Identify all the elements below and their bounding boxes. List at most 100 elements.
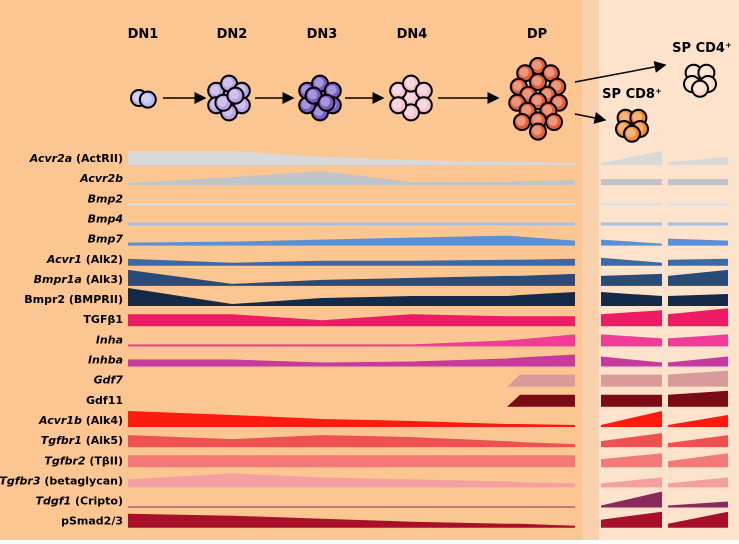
- cell: [529, 122, 547, 141]
- stage-label: DN1: [128, 27, 159, 42]
- expression-band-cd4: [668, 258, 728, 266]
- expression-band-cd8: [601, 203, 662, 206]
- expression-band: [128, 171, 575, 186]
- expression-band: [128, 513, 575, 528]
- periphery-panel: [599, 0, 739, 540]
- gene-name: pSmad2/3: [61, 515, 123, 528]
- gene-label: Bmpr1a (Alk3): [34, 273, 123, 286]
- expression-band-cd4: [668, 390, 728, 407]
- gene-alias: (Alk4): [82, 414, 123, 427]
- stage-label: DN2: [217, 27, 248, 42]
- expression-band-cd4: [668, 157, 728, 165]
- cell-nucleus: [217, 97, 228, 107]
- expression-band-cd8: [601, 179, 662, 186]
- gene-alias: (TβII): [86, 454, 123, 467]
- expression-band: [128, 473, 575, 488]
- gene-name: Acvr1: [46, 253, 82, 266]
- expression-band-cd8: [601, 292, 662, 307]
- gene-name: Tgfbr1: [41, 434, 82, 447]
- cell-nucleus: [142, 93, 152, 104]
- cell-nucleus: [405, 106, 415, 117]
- expression-band: [128, 435, 575, 448]
- cell-nucleus: [532, 114, 542, 125]
- cell-nucleus: [210, 85, 220, 95]
- gene-label: Inha: [96, 333, 123, 346]
- gene-name: Tgfbr2: [44, 454, 85, 467]
- gene-alias: (Cripto): [71, 495, 123, 508]
- gene-name: Bmp2: [88, 192, 124, 205]
- cell-nucleus: [551, 81, 561, 91]
- gene-label: Bmpr2 (BMPRII): [24, 293, 123, 306]
- gene-name: Inhba: [88, 354, 123, 367]
- expression-band: [128, 235, 575, 246]
- expression-bands: [128, 151, 728, 528]
- cell-nucleus: [307, 89, 318, 100]
- cell-nucleus: [392, 99, 403, 109]
- stage-label: DN3: [307, 27, 338, 42]
- cell-nucleus: [548, 116, 558, 126]
- cell-nucleus: [405, 77, 415, 88]
- expression-band-cd8: [601, 151, 662, 165]
- expression-band-cd8: [601, 394, 662, 407]
- gene-name: Tgfbr3: [0, 474, 41, 487]
- stage-label: SP CD4⁺: [672, 41, 732, 56]
- expression-band-cd4: [668, 370, 728, 387]
- expression-band-cd4: [668, 294, 728, 307]
- expression-band-cd8: [601, 453, 662, 468]
- expression-band: [128, 151, 575, 165]
- gene-alias: (Alk5): [82, 434, 123, 447]
- gene-labels: Acvr2a (ActRII) Acvr2b Bmp2 Bmp4 Bmp7 Acvr1 (…: [0, 152, 123, 528]
- cell-nucleus: [521, 105, 532, 115]
- expression-band-cd4: [668, 356, 728, 367]
- gene-alias: (BMPRII): [65, 293, 123, 306]
- gene-alias: (Alk3): [82, 273, 123, 286]
- cell-nucleus: [700, 67, 711, 77]
- cells: [130, 57, 717, 143]
- stage-label: SP CD8⁺: [602, 87, 662, 102]
- gene-label: Tdgf1 (Cripto): [35, 495, 123, 508]
- gene-label: pSmad2/3: [61, 515, 123, 528]
- gene-label: Bmp2: [88, 192, 124, 205]
- expression-band-cd4: [668, 308, 728, 327]
- expression-band-cd8: [601, 356, 662, 367]
- gene-label: Bmp7: [88, 233, 124, 246]
- gene-label: Tgfbr3 (betaglycan): [0, 474, 123, 487]
- cell-nucleus: [229, 89, 240, 100]
- gene-name: Inha: [96, 333, 123, 346]
- expression-band-cd4: [668, 222, 728, 226]
- cell: [691, 79, 709, 98]
- cell-nucleus: [223, 77, 233, 88]
- expression-band-cd8: [601, 273, 662, 286]
- expression-band-cd8: [601, 511, 662, 528]
- expression-band: [128, 374, 575, 387]
- cell-nucleus: [532, 60, 542, 70]
- gene-label: Tgfbr1 (Alk5): [41, 434, 123, 447]
- cell-nucleus: [626, 128, 636, 138]
- gene-alias: (betaglycan): [41, 474, 124, 487]
- divider: [582, 0, 599, 540]
- stage-label: DN4: [397, 27, 428, 42]
- gene-label: Acvr1b (Alk4): [38, 414, 123, 427]
- gene-label: Gdf11: [86, 394, 123, 407]
- gene-label: Acvr2a (ActRII): [29, 152, 123, 165]
- expression-band-cd4: [668, 203, 728, 206]
- expression-band: [128, 394, 575, 407]
- gene-name: Bmpr2: [24, 293, 65, 306]
- expression-band-cd8: [601, 257, 662, 266]
- gene-label: Acvr2b: [79, 172, 123, 185]
- cell-nucleus: [545, 67, 555, 77]
- expression-band-cd4: [668, 501, 728, 508]
- cell-nucleus: [511, 97, 521, 107]
- cell-nucleus: [553, 97, 563, 107]
- stage-label: DP: [527, 27, 547, 42]
- gene-label: TGFβ1: [83, 313, 123, 326]
- cell: [529, 73, 547, 91]
- arrows: [163, 61, 667, 124]
- cell-nucleus: [532, 76, 542, 86]
- cell-nucleus: [405, 92, 415, 102]
- expression-band: [128, 506, 575, 508]
- expression-band-cd4: [668, 453, 728, 468]
- cell-nucleus: [687, 67, 698, 77]
- cell: [545, 113, 563, 131]
- cell: [389, 96, 408, 115]
